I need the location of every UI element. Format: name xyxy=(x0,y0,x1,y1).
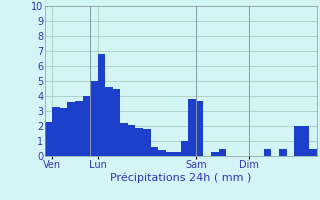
Bar xyxy=(83,96,90,156)
Bar xyxy=(135,128,143,156)
X-axis label: Précipitations 24h ( mm ): Précipitations 24h ( mm ) xyxy=(110,173,252,183)
Bar xyxy=(98,54,105,156)
Bar xyxy=(219,148,226,156)
Bar xyxy=(68,102,75,156)
Bar xyxy=(181,141,188,156)
Bar xyxy=(113,88,120,156)
Bar xyxy=(173,152,181,156)
Bar xyxy=(75,100,83,156)
Bar xyxy=(151,147,158,156)
Bar xyxy=(302,126,309,156)
Bar xyxy=(188,99,196,156)
Bar xyxy=(294,126,302,156)
Bar xyxy=(128,124,135,156)
Bar xyxy=(166,152,173,156)
Bar xyxy=(52,106,60,156)
Bar xyxy=(143,129,151,156)
Bar xyxy=(45,121,52,156)
Bar xyxy=(309,148,317,156)
Bar xyxy=(196,100,204,156)
Bar xyxy=(90,81,98,156)
Bar xyxy=(60,108,68,156)
Bar xyxy=(158,150,166,156)
Bar xyxy=(105,87,113,156)
Bar xyxy=(211,152,219,156)
Bar xyxy=(279,148,287,156)
Bar xyxy=(120,123,128,156)
Bar xyxy=(264,148,271,156)
